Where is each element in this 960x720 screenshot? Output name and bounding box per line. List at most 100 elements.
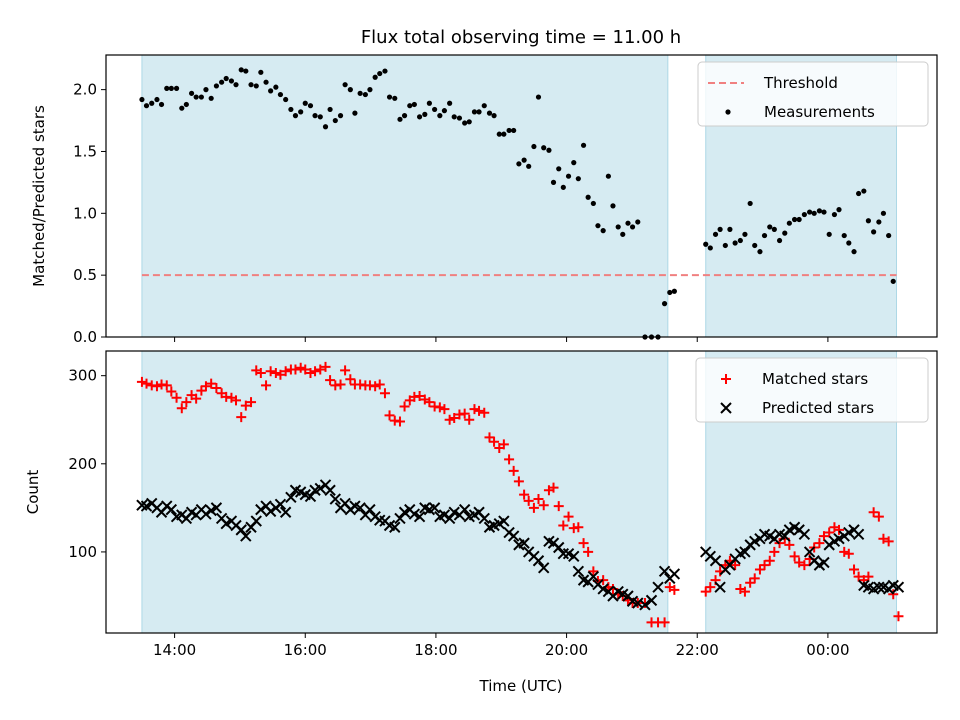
matched-point	[730, 560, 741, 571]
matched-point	[843, 548, 854, 559]
matched-point	[563, 511, 574, 522]
matched-point	[479, 407, 490, 418]
observing-window-top-0	[141, 54, 669, 338]
predicted-point	[645, 594, 658, 607]
measurement-point	[154, 96, 160, 103]
measurement-point	[886, 232, 892, 239]
predicted-point	[304, 490, 317, 503]
measurement-point	[712, 231, 719, 237]
matched-point	[745, 577, 756, 588]
measurement-point	[610, 203, 616, 209]
measurement-point	[466, 119, 472, 125]
y-tick-label-top: 1.0	[73, 204, 97, 222]
predicted-point	[458, 503, 471, 516]
measurement-point	[871, 229, 877, 235]
measurement-point	[411, 101, 417, 108]
predicted-point	[364, 503, 376, 516]
measurement-point	[173, 85, 180, 91]
matched-point	[578, 538, 589, 549]
matched-point	[834, 524, 845, 535]
measurement-point	[831, 211, 838, 218]
measurement-point	[856, 190, 862, 197]
measurement-point	[496, 131, 502, 137]
predicted-point	[532, 555, 545, 567]
measurement-point	[283, 96, 289, 103]
matched-point	[280, 366, 291, 377]
matched-point	[659, 617, 670, 628]
measurement-point	[401, 113, 408, 119]
y-tick-label-top: 2.0	[73, 81, 97, 99]
measurement-point	[193, 94, 199, 100]
measurement-point	[179, 105, 185, 111]
measurement-point	[861, 188, 867, 194]
matched-point	[335, 379, 346, 390]
matched-point	[498, 439, 509, 450]
matched-point	[739, 586, 750, 597]
series-predicted-stars	[136, 479, 905, 611]
measurement-point	[752, 242, 758, 249]
matched-point	[504, 454, 515, 465]
measurement-point	[560, 184, 566, 190]
matched-point	[295, 362, 306, 373]
measurement-point	[362, 91, 368, 98]
measurement-point	[667, 289, 673, 296]
legend-box	[697, 61, 929, 127]
matched-point	[573, 522, 584, 533]
predicted-point	[892, 581, 905, 593]
measurement-point	[516, 161, 522, 167]
predicted-point	[264, 505, 277, 518]
measurement-point	[590, 200, 596, 207]
measurement-point	[575, 176, 581, 182]
y-tick-label-top: 1.5	[73, 142, 97, 160]
measurement-point	[826, 231, 832, 237]
matched-point	[399, 401, 410, 412]
matched-point	[764, 555, 775, 566]
measurement-point	[761, 232, 768, 239]
legend-label: Measurements	[764, 103, 875, 121]
measurement-point	[727, 226, 733, 232]
matched-point	[290, 364, 301, 375]
measurement-point	[535, 94, 542, 100]
x-tick-label: 00:00	[806, 641, 849, 659]
series-measurements	[139, 67, 896, 340]
matched-point	[305, 368, 316, 379]
legend-matched-swatch	[721, 374, 731, 384]
matched-point	[469, 404, 480, 415]
measurement-point	[811, 210, 817, 216]
measurement-point	[851, 249, 857, 255]
matched-point	[528, 502, 539, 513]
measurement-point	[615, 224, 621, 230]
measurement-point	[876, 219, 882, 225]
measurement-point	[258, 69, 264, 75]
legend-bottom: Matched stars Predicted stars	[695, 357, 929, 423]
measurement-point	[268, 88, 274, 94]
matched-point	[161, 380, 172, 391]
measurement-point	[188, 90, 195, 96]
matched-point	[878, 533, 889, 544]
measurement-point	[486, 110, 493, 116]
predicted-point	[587, 570, 600, 583]
measurement-point	[248, 82, 254, 88]
measurement-point	[307, 103, 314, 109]
y-tick-label-top: 0.0	[73, 328, 97, 346]
matched-point	[754, 564, 765, 575]
measurement-point	[243, 68, 249, 74]
measurement-point	[531, 143, 537, 150]
measurement-point	[302, 100, 308, 106]
measurement-point	[352, 110, 358, 116]
matched-point	[191, 393, 202, 404]
matched-point	[345, 374, 356, 385]
measurement-point	[327, 106, 333, 113]
predicted-point	[658, 565, 671, 578]
measurement-point	[511, 127, 517, 134]
measurement-point	[223, 75, 229, 82]
matched-point	[558, 520, 569, 531]
predicted-point	[709, 555, 722, 567]
measurement-point	[312, 113, 318, 119]
predicted-point	[568, 550, 580, 563]
predicted-point	[235, 524, 247, 536]
measurement-point	[625, 220, 631, 226]
matched-point	[769, 546, 780, 557]
measurement-point	[322, 124, 329, 130]
